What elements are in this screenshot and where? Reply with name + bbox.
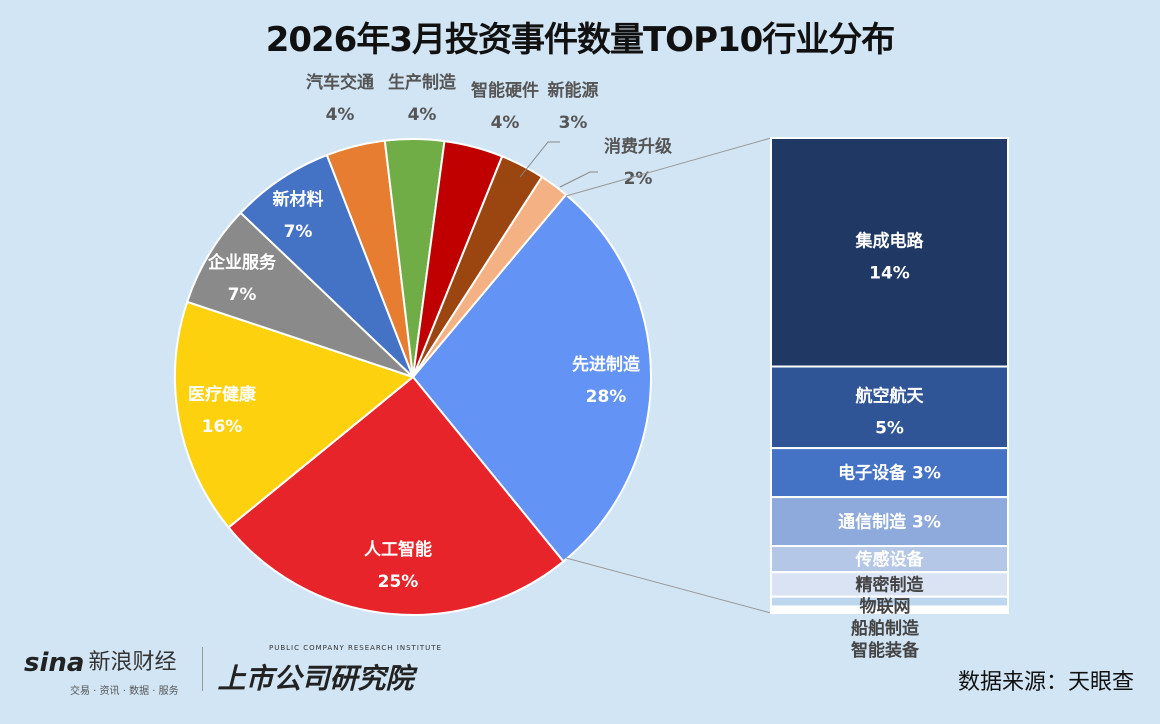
pie-category-label: 企业服务	[207, 252, 277, 273]
bar-category-label: 集成电路	[855, 230, 925, 251]
chart-title: 2026年3月投资事件数量TOP10行业分布	[265, 20, 896, 60]
pie-value-label: 7%	[228, 285, 257, 305]
pie-category-label: 智能硬件	[471, 80, 539, 101]
bar-value-label: 5%	[875, 418, 904, 438]
pie-category-label: 消费升级	[604, 136, 672, 157]
bar-category-label: 船舶制造	[851, 618, 920, 639]
connector-line-top	[565, 137, 772, 197]
sina-slogan: 交易 · 资讯 · 数据 · 服务	[70, 686, 179, 697]
bar-category-label: 通信制造 3%	[838, 512, 941, 533]
bar-segment-1	[770, 137, 1009, 368]
pie-slice-4	[185, 211, 414, 378]
bar-category-label: 电子设备 3%	[838, 463, 941, 484]
leader-line	[559, 171, 598, 188]
leader-line	[519, 141, 560, 178]
pie-slice-3	[174, 300, 416, 529]
institute-logo: 上市公司研究院	[217, 662, 414, 695]
pie-category-label: 生产制造	[388, 72, 457, 93]
bar-category-label: 传感设备	[855, 549, 925, 570]
logo-divider	[202, 647, 204, 691]
sina-finance-name: 新浪财经	[88, 650, 177, 675]
bar-category-label: 物联网	[860, 596, 911, 617]
pie-slice-5	[239, 153, 414, 378]
bar-segment-2	[770, 365, 1009, 450]
pie-slice-1	[411, 193, 652, 563]
pie-value-label: 25%	[378, 572, 419, 592]
pie-category-label: 医疗健康	[188, 384, 257, 405]
pie-value-label: 3%	[559, 113, 588, 133]
pie-category-label: 先进制造	[572, 354, 641, 375]
pie-category-label: 新材料	[273, 189, 324, 210]
pie-value-label: 7%	[284, 222, 313, 242]
pie-category-label: 新能源	[548, 80, 599, 101]
pie-category-label: 汽车交通	[306, 72, 374, 93]
bar-segment-3	[770, 447, 1009, 499]
pie-value-label: 28%	[586, 387, 627, 407]
pie-value-label: 4%	[408, 105, 437, 125]
bar-value-label: 14%	[869, 263, 910, 283]
bar-category-label: 智能装备	[851, 640, 920, 661]
data-source: 数据来源：天眼查	[957, 670, 1134, 695]
pie-value-label: 4%	[491, 113, 520, 133]
pie-category-label: 人工智能	[364, 539, 432, 560]
bar-category-label: 精密制造	[856, 574, 925, 595]
connector-line-bottom	[565, 557, 772, 614]
bar-category-label: 航空航天	[856, 385, 925, 406]
sina-finance-logo: sina 新浪财经 交易 · 资讯 · 数据 · 服务 上市公司研究院 PUBL…	[24, 644, 441, 697]
bar-segment-6	[770, 571, 1009, 598]
bar-segment-4	[770, 496, 1009, 548]
pie-value-label: 16%	[202, 417, 243, 437]
pie-slice-2	[227, 375, 565, 616]
bar-segment-9	[770, 608, 1009, 615]
pie-value-label: 4%	[326, 105, 355, 125]
institute-english: PUBLIC COMPANY RESEARCH INSTITUTE	[269, 644, 442, 652]
pie-slice-10	[412, 175, 568, 378]
sina-logo: sina	[24, 648, 85, 678]
